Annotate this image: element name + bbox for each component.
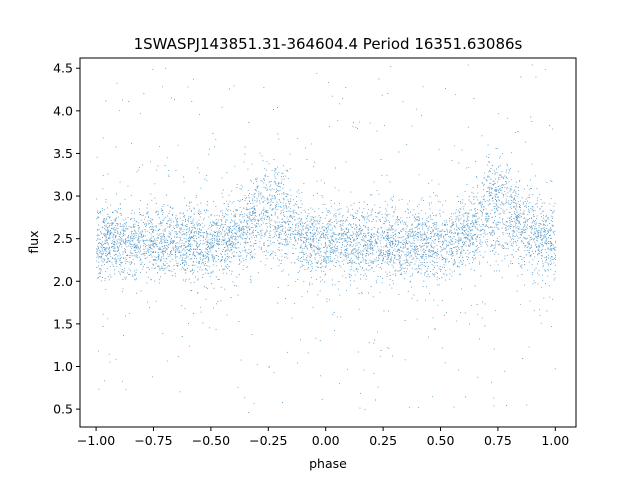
x-tick-label: 0.50	[427, 433, 455, 448]
x-tick-label: −0.25	[249, 433, 287, 448]
x-tick-label: 1.00	[541, 433, 569, 448]
y-axis-ticks: 0.5 1.0 1.5 2.0 2.5 3.0 3.5 4.0 4.5	[53, 61, 80, 417]
x-tick-label: 0.75	[484, 433, 512, 448]
y-tick-label: 1.5	[53, 316, 73, 331]
y-tick-label: 3.5	[53, 146, 73, 161]
x-axis-label: phase	[309, 456, 347, 471]
y-tick-label: 4.0	[53, 103, 73, 118]
x-tick-label: −1.00	[77, 433, 115, 448]
y-tick-label: 2.0	[53, 274, 73, 289]
y-tick-label: 0.5	[53, 402, 73, 417]
chart-title: 1SWASPJ143851.31-364604.4 Period 16351.6…	[134, 35, 523, 53]
y-tick-label: 2.5	[53, 231, 73, 246]
y-tick-label: 1.0	[53, 359, 73, 374]
x-tick-label: −0.50	[192, 433, 230, 448]
x-tick-label: 0.00	[312, 433, 340, 448]
x-axis-ticks: −1.00 −0.75 −0.50 −0.25 0.00 0.25 0.50 0.75 1.00	[77, 427, 569, 448]
x-tick-label: 0.25	[369, 433, 397, 448]
plot-frame	[79, 57, 577, 428]
y-tick-label: 4.5	[53, 61, 73, 76]
x-tick-label: −0.75	[134, 433, 172, 448]
y-tick-label: 3.0	[53, 189, 73, 204]
y-axis-label: flux	[26, 230, 41, 253]
data-points	[96, 64, 557, 413]
flux-points	[96, 64, 557, 413]
